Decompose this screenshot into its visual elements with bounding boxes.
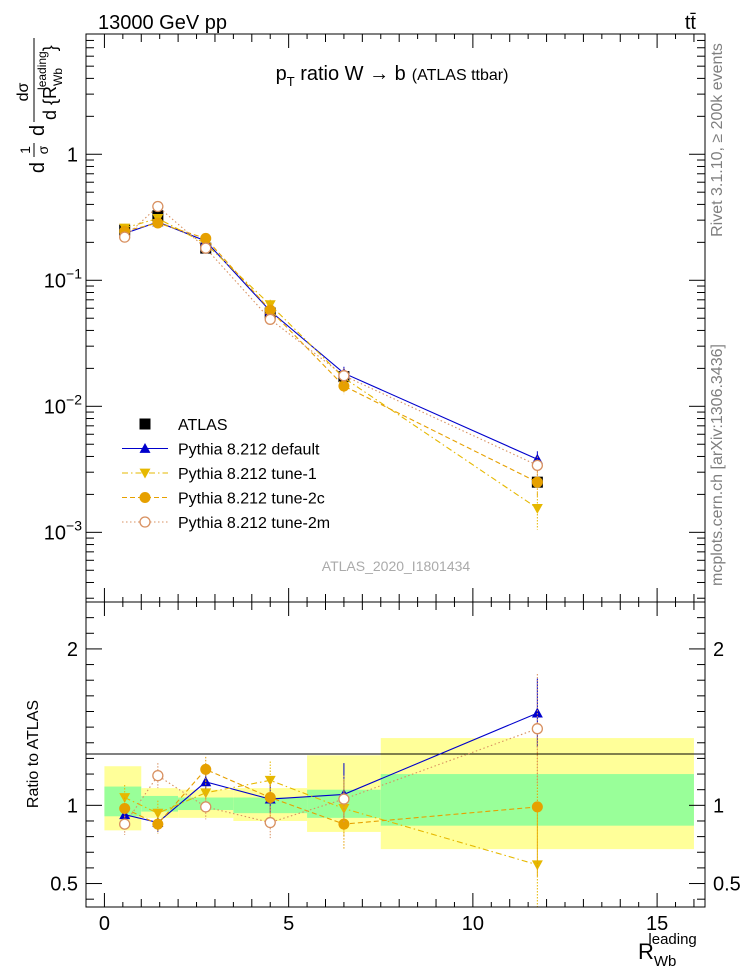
- y-tick-label: 10−2: [44, 391, 82, 418]
- data-point: [152, 217, 164, 229]
- y-label-frac1-num: 1: [17, 146, 33, 154]
- ratio-line: [124, 712, 538, 824]
- legend-marker: [139, 516, 151, 528]
- energy-label: 13000 GeV pp: [98, 12, 227, 34]
- ratio-y-tick-label-right: 2: [713, 639, 724, 661]
- ratio-y-tick-label-right: 1: [713, 795, 724, 817]
- legend-marker: [139, 468, 151, 479]
- ratio-line: [124, 728, 538, 825]
- ratio-point: [338, 793, 350, 805]
- ratio-point: [531, 860, 543, 871]
- y-tick-label: 10−3: [44, 517, 82, 544]
- x-axis-label: RWbleading: [638, 931, 697, 970]
- legend-label: Pythia 8.212 tune-1: [178, 466, 317, 483]
- legend-marker: [139, 492, 151, 503]
- ratio-series-3: [119, 673, 544, 839]
- ratio-y-tick-label: 0.5: [50, 874, 78, 896]
- x-tick-label: 0: [99, 913, 110, 935]
- ratio-point: [264, 775, 276, 786]
- ratio-point: [200, 801, 212, 813]
- ratio-point: [264, 792, 276, 804]
- ratio-point: [200, 788, 212, 799]
- data-point: [531, 476, 543, 488]
- legend-label: ATLAS: [178, 417, 228, 434]
- data-point: [531, 459, 544, 471]
- y-label-d: d: [27, 125, 49, 136]
- legend: ATLAS Pythia 8.212 default Pythia 8.212 tu…: [122, 417, 330, 532]
- data-point: [264, 304, 276, 316]
- legend-label: Pythia 8.212 tune-2m: [178, 515, 330, 532]
- legend-label: Pythia 8.212 default: [178, 442, 320, 459]
- ratio-point: [531, 723, 544, 735]
- data-point: [338, 370, 350, 382]
- ratio-point: [152, 769, 164, 782]
- x-tick-label: 15: [646, 913, 668, 935]
- ratio-line: [124, 768, 538, 825]
- ratio-y-tick-label-right: 0.5: [713, 874, 741, 896]
- ratio-y-tick-label: 2: [67, 639, 78, 661]
- data-point: [200, 232, 212, 244]
- y-axis-label: d 1 σ d dσ d {RWbleading}: [15, 38, 65, 173]
- rivet-version-label: Rivet 3.1.10, ≥ 200k events: [709, 43, 726, 237]
- data-point: [338, 380, 350, 392]
- uncertainty-band-inner: [141, 795, 179, 812]
- data-point: [119, 231, 131, 243]
- series-line: [124, 222, 538, 483]
- ratio-y-axis-label: Ratio to ATLAS: [25, 700, 42, 808]
- ratio-point: [338, 818, 350, 830]
- analysis-watermark: ATLAS_2020_I1801434: [322, 558, 471, 574]
- y-tick-label: 10−1: [44, 265, 82, 292]
- plot-title: pT ratio W → b (ATLAS ttbar): [276, 63, 509, 89]
- ratio-point: [531, 707, 543, 718]
- ratio-point: [119, 818, 131, 830]
- ratio-point: [152, 818, 164, 830]
- y-label-frac1-den: σ: [35, 145, 51, 154]
- y-label-frac2-den: d {RWbleading}: [35, 45, 65, 120]
- ratio-series-1: [119, 761, 543, 907]
- legend-label: Pythia 8.212 tune-2c: [178, 491, 325, 508]
- x-tick-label: 5: [283, 913, 294, 935]
- y-tick-label: 1: [67, 144, 78, 166]
- main-plot: 1 10−1 10−2 10−3 pT ratio W → b (ATLAS ttbar…: [15, 33, 706, 603]
- y-label-frac2-num: dσ: [15, 82, 32, 101]
- ratio-point: [119, 802, 131, 814]
- ratio-line: [124, 779, 538, 866]
- process-label: tt̄: [685, 12, 697, 34]
- ratio-y-tick-label: 1: [67, 795, 78, 817]
- ratio-plot-frame: [85, 601, 706, 908]
- data-point: [152, 200, 164, 213]
- ratio-point: [531, 801, 543, 813]
- legend-marker: [139, 418, 151, 430]
- data-point: [531, 503, 543, 514]
- data-point: [264, 313, 276, 325]
- mcplots-label: mcplots.cern.ch [arXiv:1306.3436]: [709, 344, 726, 586]
- series-line: [124, 205, 538, 466]
- series-line: [124, 217, 538, 509]
- x-tick-label: 10: [462, 913, 484, 935]
- series-4: [119, 200, 544, 476]
- ratio-point: [152, 808, 164, 819]
- y-label-prefix: d: [27, 162, 49, 173]
- legend-marker: [139, 443, 151, 453]
- ratio-point: [264, 816, 276, 829]
- data-point: [200, 242, 212, 254]
- ratio-plot: 0.5 0.5 1 1 2 2 0 5 10 15 Ratio to ATLAS RWblead…: [25, 601, 741, 970]
- ratio-point: [200, 763, 212, 775]
